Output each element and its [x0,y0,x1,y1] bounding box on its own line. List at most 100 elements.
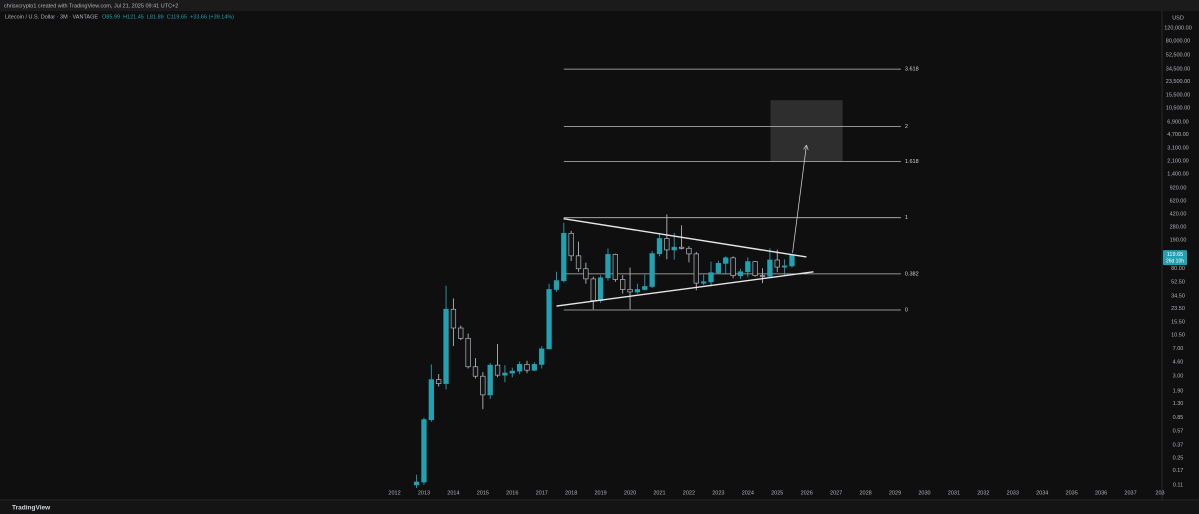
x-tick-label: 2035 [1066,490,1078,496]
y-tick-label: 1.90 [1173,389,1184,395]
candle-body [421,419,427,483]
fib-label: 0 [905,307,908,313]
x-tick-label: 2013 [418,490,430,496]
candle-body [502,372,508,376]
x-tick-label: 2021 [653,490,665,496]
candle-body [436,379,442,384]
x-tick-label: 2028 [859,490,871,496]
y-tick-label: 0.17 [1173,468,1184,474]
y-tick-label: 1.30 [1173,401,1184,407]
candle-body [642,286,648,290]
price-tag-countdown: 26d 10h [1166,258,1184,264]
trendline [563,218,807,258]
candle-body [465,337,471,368]
x-tick-label: 2014 [447,490,459,496]
y-tick-label: 15.50 [1171,320,1185,326]
candle-body [524,364,530,371]
y-tick-label: 80.00 [1171,266,1185,272]
y-tick-label: 1,400.00 [1167,172,1188,178]
candle-body [553,280,560,290]
price-tag [1163,250,1187,266]
y-tick-label: 920.00 [1170,185,1187,191]
x-tick-label: 2022 [683,490,695,496]
candle-body [428,379,434,421]
y-tick-label: 10,500.00 [1166,105,1190,111]
candle-body [413,481,420,486]
x-tick-label: 2024 [742,490,754,496]
candle-body [767,259,773,277]
ohlc-label: +33.66 (+39.14%) [190,14,234,20]
x-tick-label: 2031 [948,490,960,496]
y-tick-label: 10.50 [1171,332,1185,338]
x-tick-label: 2017 [536,490,548,496]
y-tick-label: 3.00 [1173,374,1184,380]
candle-body [568,232,574,257]
x-tick-label: 2037 [1124,490,1136,496]
y-tick-label: 23,500.00 [1166,79,1190,85]
y-tick-label: 420.00 [1170,211,1187,217]
candle-body [561,232,567,281]
candle-body [715,263,722,274]
y-tick-label: 34.50 [1171,293,1185,299]
candle-body [656,238,663,254]
candle-body [730,257,736,276]
candle-body [649,253,655,287]
ohlc-label: H121.45 [123,14,144,20]
x-tick-label: 2015 [477,490,489,496]
y-tick-label: 120,000.00 [1164,25,1192,31]
candle-body [487,364,493,396]
ohlc-label: O85.99 [102,14,120,20]
candle-body [620,279,626,290]
candle-body [671,246,677,251]
header-bar [0,0,1199,11]
x-tick-label: 2025 [771,490,783,496]
y-tick-label: 4,700.00 [1167,132,1188,138]
candle-body [745,261,751,273]
y-tick-label: 0.11 [1173,482,1183,488]
candle-body [693,253,699,284]
y-tick-label: 3,100.00 [1167,146,1188,152]
candle-body [605,254,611,279]
y-tick-label: 190.00 [1170,237,1187,243]
candle-body [575,255,582,270]
x-tick-label: 2012 [388,490,400,496]
candle-body [781,265,788,268]
candle-body [789,254,795,267]
x-tick-label: 2030 [918,490,930,496]
x-tick-label: 2023 [712,490,724,496]
candle-body [701,281,707,284]
candle-body [612,254,618,280]
x-tick-label: 2019 [594,490,606,496]
x-tick-label: 2018 [565,490,577,496]
x-tick-label: 2032 [977,490,989,496]
plot-area [413,68,901,488]
y-tick-label: 34,500.00 [1166,66,1190,72]
candle-body [708,272,714,283]
y-tick-label: 0.57 [1173,428,1184,434]
y-tick-label: 280.00 [1170,225,1187,231]
y-tick-label: 0.85 [1173,415,1184,421]
y-tick-label: 15,500.00 [1166,93,1190,99]
candle-body [664,238,670,251]
candle-body [759,275,766,277]
candle-body [509,370,515,374]
x-tick-label: 2027 [830,490,842,496]
candle-body [737,271,744,276]
ohlc-label: C119.65 [167,14,187,20]
fib-label: 1.618 [905,159,919,165]
currency-label: USD [1172,15,1184,21]
candle-body [583,268,589,280]
candle-body [590,278,596,301]
x-tick-label: 2020 [624,490,636,496]
y-tick-label: 4.60 [1173,360,1184,366]
header-credit: chrisxcrypto1 created with TradingView.c… [4,3,178,9]
x-tick-label: 2026 [801,490,813,496]
candle-body [627,289,633,293]
candle-body [458,327,464,339]
y-tick-label: 0.37 [1173,442,1184,448]
y-tick-label: 6,900.00 [1167,119,1188,125]
trendline [556,271,814,307]
target-box [770,100,843,162]
